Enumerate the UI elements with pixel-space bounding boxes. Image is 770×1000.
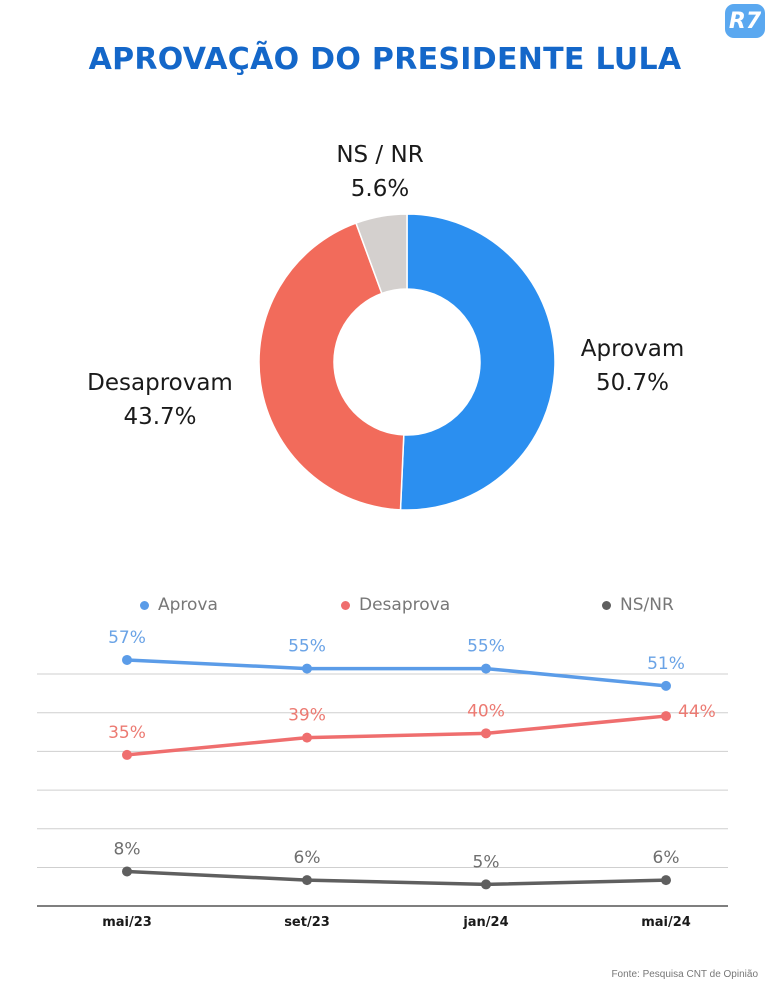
label-desaprovam-value: 43.7% xyxy=(123,404,197,430)
data-label-desaprova: 35% xyxy=(108,723,146,743)
legend-label-aprova: Aprova xyxy=(158,595,218,615)
label-nsnr-value: 5.6% xyxy=(350,176,410,202)
slice-desaprovam xyxy=(258,222,405,511)
data-label-nsnr: 8% xyxy=(114,839,141,859)
data-label-aprova: 55% xyxy=(288,637,326,657)
label-desaprovam-name: Desaprovam xyxy=(87,370,233,396)
label-nsnr: NS / NR 5.6% xyxy=(290,138,470,206)
point-nsnr xyxy=(481,879,491,890)
point-desaprova xyxy=(661,711,671,722)
point-nsnr xyxy=(122,866,132,877)
point-aprova xyxy=(661,680,671,691)
data-label-nsnr: 6% xyxy=(294,848,321,868)
label-nsnr-name: NS / NR xyxy=(336,142,424,168)
legend-label-nsnr: NS/NR xyxy=(620,595,674,615)
series-desaprova: 35% 39% 40% 44% xyxy=(108,701,716,760)
point-nsnr xyxy=(302,875,312,886)
series-aprova: 57% 55% 55% 51% xyxy=(108,630,685,691)
data-label-desaprova: 39% xyxy=(288,706,326,726)
data-label-desaprova: 40% xyxy=(467,701,505,721)
line-nsnr xyxy=(126,869,667,887)
legend-item-nsnr: NS/NR xyxy=(602,595,674,615)
point-aprova xyxy=(302,663,312,674)
slice-aprovam xyxy=(399,213,556,511)
point-aprova xyxy=(481,663,491,674)
x-tick-label: mai/23 xyxy=(102,915,152,930)
legend-item-desaprova: Desaprova xyxy=(341,595,450,615)
data-label-nsnr: 5% xyxy=(473,852,500,872)
legend-label-desaprova: Desaprova xyxy=(359,595,451,615)
grid-lines xyxy=(37,673,728,868)
point-desaprova xyxy=(122,749,132,760)
legend-item-aprova: Aprova xyxy=(140,595,218,615)
source-note: Fonte: Pesquisa CNT de Opinião xyxy=(611,969,758,980)
point-nsnr xyxy=(661,875,671,886)
label-aprovam-name: Aprovam xyxy=(580,336,685,362)
line-legend: Aprova Desaprova NS/NR xyxy=(0,595,770,619)
x-tick-label: set/23 xyxy=(284,915,330,930)
label-desaprovam: Desaprovam 43.7% xyxy=(60,366,260,434)
series-nsnr: 8% 6% 5% 6% xyxy=(114,839,680,890)
legend-dot-aprova xyxy=(140,600,149,610)
point-desaprova xyxy=(302,732,312,743)
r7-logo: R7 xyxy=(725,4,765,38)
line-desaprova xyxy=(126,714,667,757)
chart-title: APROVAÇÃO DO PRESIDENTE LULA xyxy=(88,42,682,77)
x-tick-label: mai/24 xyxy=(641,915,691,930)
data-label-aprova: 57% xyxy=(108,630,146,648)
label-aprovam: Aprovam 50.7% xyxy=(555,332,710,400)
x-tick-label: jan/24 xyxy=(462,915,508,930)
legend-dot-nsnr xyxy=(602,600,611,610)
data-label-desaprova: 44% xyxy=(678,702,716,722)
data-label-aprova: 51% xyxy=(647,654,685,674)
line-aprova xyxy=(126,658,667,688)
data-label-aprova: 55% xyxy=(467,637,505,657)
slice-nsnr xyxy=(355,213,408,295)
point-desaprova xyxy=(481,728,491,739)
point-aprova xyxy=(122,654,132,665)
donut-chart xyxy=(258,213,556,511)
label-aprovam-value: 50.7% xyxy=(595,370,670,396)
legend-dot-desaprova xyxy=(341,600,350,610)
data-label-nsnr: 6% xyxy=(653,848,680,868)
